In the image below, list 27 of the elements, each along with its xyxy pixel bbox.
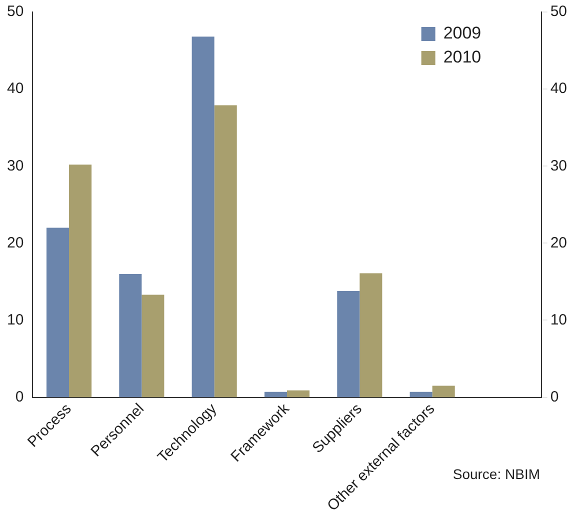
- bar: [46, 228, 70, 398]
- bar: [264, 392, 287, 398]
- bar: [119, 274, 142, 398]
- y-tick-label: 50: [6, 3, 24, 20]
- y2-tick-label: 0: [550, 388, 559, 406]
- y-tick-label: 20: [6, 234, 24, 252]
- y2-tick-label: 50: [550, 3, 568, 20]
- y2-tick-label: 40: [550, 80, 568, 98]
- bar: [337, 290, 360, 398]
- legend-label: 2009: [443, 24, 482, 43]
- bar: [287, 390, 310, 398]
- legend-label: 2010: [443, 48, 482, 67]
- bar: [360, 273, 382, 398]
- bar: [432, 386, 455, 398]
- bar: [192, 36, 214, 398]
- y2-tick-label: 20: [550, 234, 568, 252]
- bar: [69, 164, 92, 398]
- y2-tick-label: 10: [550, 311, 568, 328]
- y2-tick-label: 30: [550, 157, 568, 174]
- bar: [214, 105, 237, 398]
- y-tick-label: 30: [6, 157, 24, 174]
- bar: [142, 294, 164, 398]
- y-tick-label: 40: [6, 80, 24, 98]
- y-tick-label: 10: [6, 311, 24, 328]
- y-tick-label: 0: [15, 388, 24, 406]
- bar: [410, 392, 432, 398]
- source-note: Source: NBIM: [452, 466, 540, 482]
